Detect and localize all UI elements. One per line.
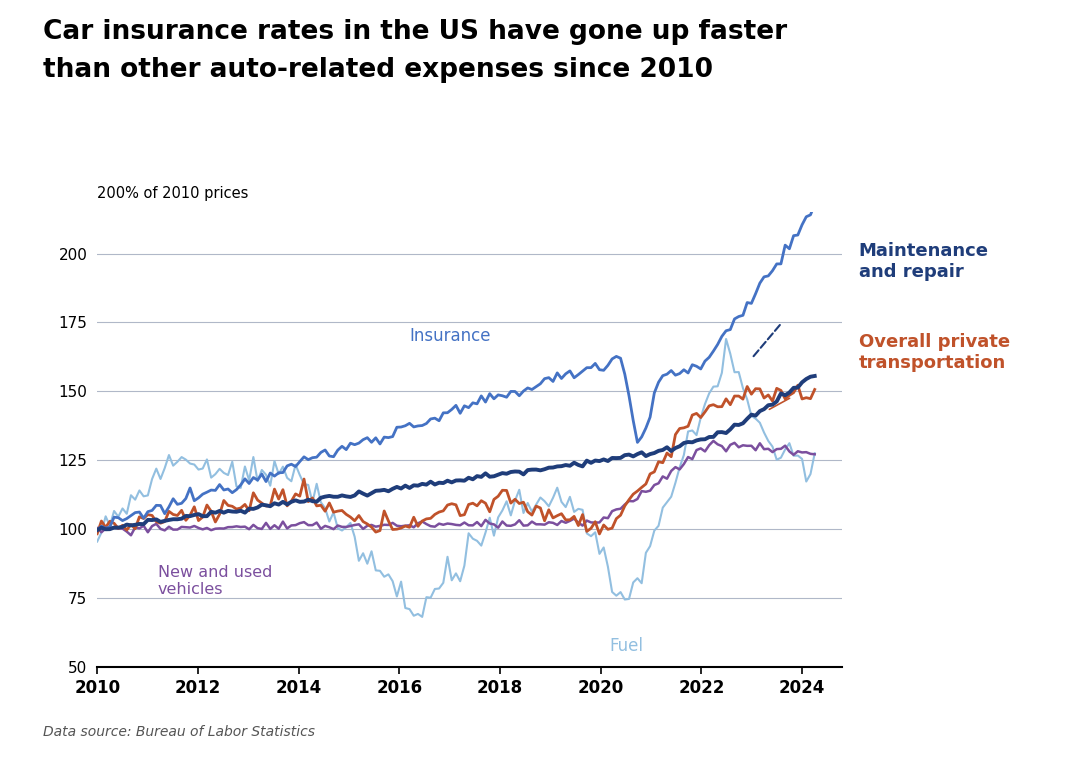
- Text: Fuel: Fuel: [609, 637, 643, 655]
- Text: Car insurance rates in the US have gone up faster: Car insurance rates in the US have gone …: [43, 19, 787, 45]
- Text: New and used
vehicles: New and used vehicles: [158, 565, 272, 597]
- Text: Insurance: Insurance: [409, 327, 490, 345]
- Text: 200% of 2010 prices: 200% of 2010 prices: [97, 186, 248, 201]
- Text: Maintenance
and repair: Maintenance and repair: [859, 242, 988, 281]
- Text: than other auto-related expenses since 2010: than other auto-related expenses since 2…: [43, 57, 713, 83]
- Text: Data source: Bureau of Labor Statistics: Data source: Bureau of Labor Statistics: [43, 725, 315, 739]
- Text: Overall private
transportation: Overall private transportation: [859, 333, 1010, 372]
